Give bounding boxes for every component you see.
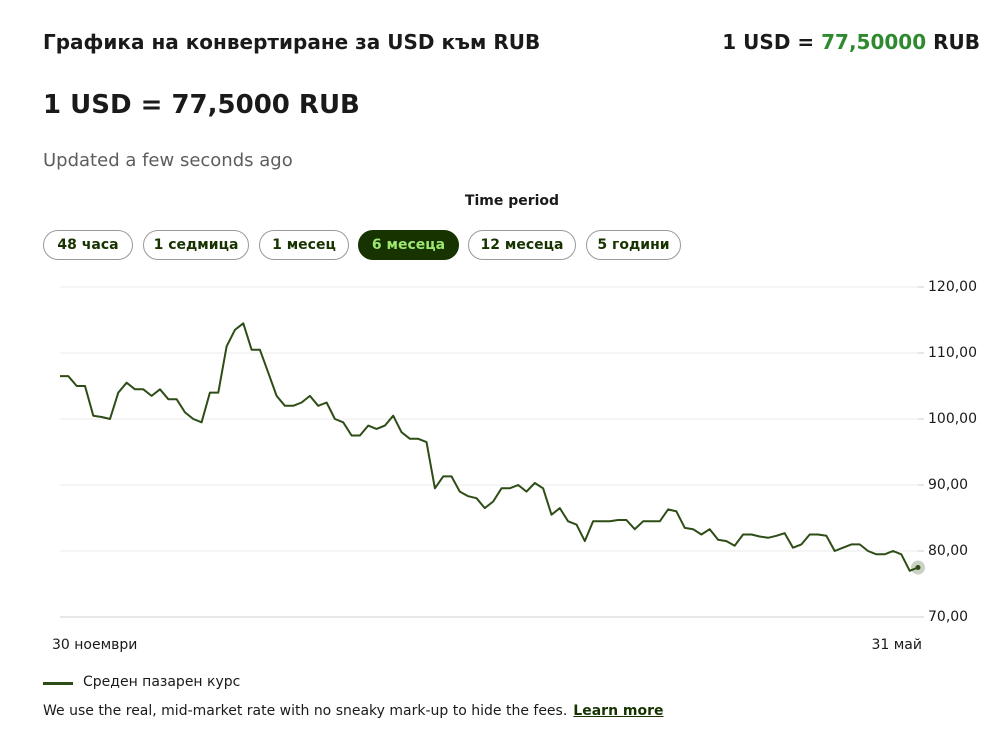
y-tick-label: 100,00 — [928, 411, 977, 427]
chart: 70,00 80,00 90,00 100,00 110,00 120,00 30 ноем… — [52, 279, 977, 653]
period-button[interactable]: 1 месец — [259, 230, 349, 260]
header-rate: 1 USD = 77,50000 RUB — [722, 30, 980, 54]
y-tick-label: 90,00 — [928, 477, 968, 493]
rate-prefix: 1 USD = — [722, 30, 815, 54]
period-label: Time period — [464, 193, 560, 209]
period-button[interactable]: 5 години — [586, 230, 681, 260]
title: Графика на конвертиране за USD към RUB — [43, 30, 541, 54]
period-button[interactable]: 6 месеца — [358, 230, 459, 260]
period-button[interactable]: 1 седмица — [143, 230, 249, 260]
legend-label: Среден пазарен курс — [83, 674, 241, 690]
learn-more[interactable]: Learn more — [573, 703, 664, 719]
footer-text: We use the real, mid-market rate with no… — [43, 703, 568, 719]
y-tick-label: 80,00 — [928, 543, 968, 559]
x-tick-label: 30 ноември — [52, 637, 137, 653]
period-button[interactable]: 48 часа — [43, 230, 133, 260]
hover-dot-center — [915, 565, 921, 570]
y-tick-label: 70,00 — [928, 609, 968, 625]
rate-suffix: RUB — [933, 30, 980, 54]
y-tick-label: 110,00 — [928, 345, 977, 361]
legend-swatch — [43, 682, 73, 685]
x-tick-label: 31 май — [871, 637, 922, 653]
period-button[interactable]: 12 месеца — [468, 230, 576, 260]
rate: 1 USD = 77,5000 RUB — [43, 90, 360, 120]
line — [60, 322, 919, 572]
footer: We use the real, mid-market rate with no… — [43, 703, 664, 719]
updated: Updated a few seconds ago — [43, 150, 293, 171]
y-tick-label: 120,00 — [928, 279, 977, 295]
rate-value: 77,50000 — [821, 30, 927, 54]
